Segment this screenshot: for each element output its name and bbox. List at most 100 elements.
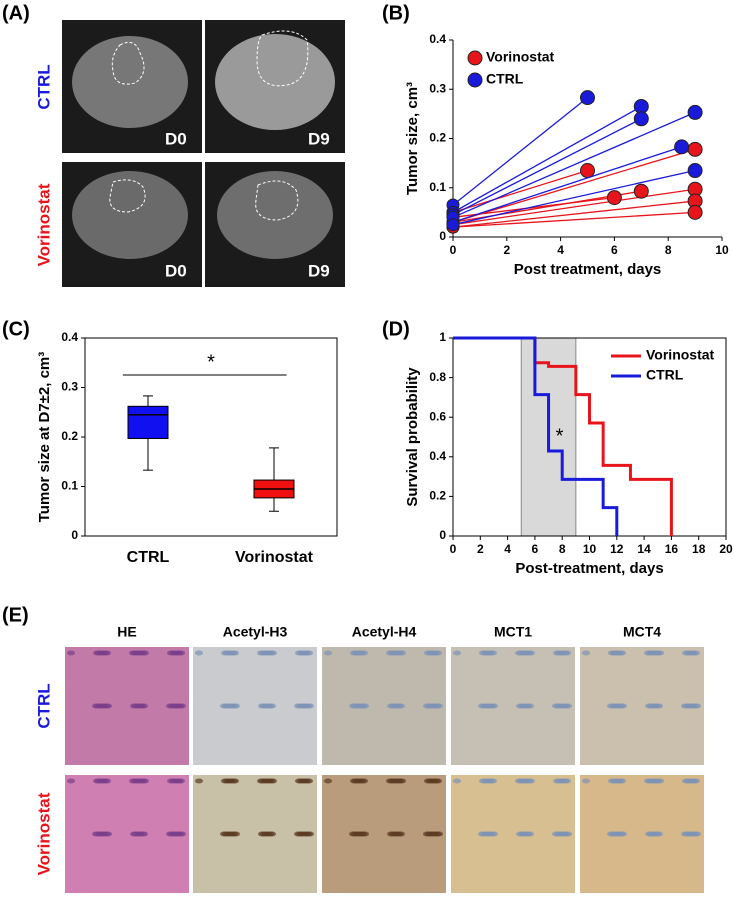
y-tick-label: 0.2 [429,131,446,145]
x-tick-label: 10 [715,243,729,257]
tumor-outline [111,41,145,85]
nucleus [386,778,394,784]
nucleus [258,831,266,837]
nucleus [607,703,615,709]
nucleus [257,778,265,784]
nucleus [479,650,487,656]
pair-line [452,118,642,216]
nucleus [645,703,653,709]
nucleus [221,650,229,656]
nucleus [582,650,590,656]
nucleus [682,650,690,656]
histology-images: CTRL Vorinostat HE Acetyl-H3 Acetyl-H4 MCT1… [34,624,704,893]
y-tick-label: 1 [439,330,446,344]
end-point [606,190,622,206]
nucleus [294,831,302,837]
nucleus [553,778,561,784]
row-label: CTRL [34,64,53,109]
x-tick-label: 18 [692,542,706,556]
nucleus [607,831,615,837]
end-point [580,163,595,179]
box [127,405,169,439]
pair-line [452,211,696,228]
timepoint: D9 [308,261,330,280]
nucleus [93,650,101,656]
nucleus [166,703,174,709]
nucleus [67,778,75,784]
y-tick-label: 0.1 [429,180,446,194]
row-label: Vorinostat [34,792,53,875]
nucleus [478,831,486,837]
end-point [687,104,703,120]
x-tick-label: CTRL [127,549,170,566]
nucleus [553,650,561,656]
y-tick-label: 0.2 [61,429,78,443]
nucleus [324,650,332,656]
nucleus [166,831,174,837]
nucleus [582,778,590,784]
plot-frame [453,40,722,237]
x-tick-label: 10 [583,542,597,556]
end-point [633,183,649,199]
row-label: Vorinostat [34,183,53,266]
nucleus [257,650,265,656]
end-point [580,90,595,106]
nucleus [324,778,332,784]
annotation: * [207,351,215,373]
x-tick-label: 8 [665,243,672,257]
nucleus [350,778,358,784]
x-tick-label: 20 [719,542,733,556]
chart: 0 0.1 0.2 0.3 0.4 Tumor size at D7±2, cm³ CTRL… [36,330,338,566]
nucleus [424,650,432,656]
nucleus [129,778,137,784]
nucleus [423,831,431,837]
nucleus [130,703,138,709]
x-tick-label: 16 [665,542,679,556]
x-axis-label: Post-treatment, days [515,560,663,577]
end-point [687,141,703,157]
y-tick-label: 0.3 [61,380,78,394]
nucleus [221,778,229,784]
nucleus [478,703,486,709]
legend-label: Vorinostat [486,49,555,65]
y-tick-label: 0.4 [61,330,78,344]
nucleus [387,831,395,837]
timepoint: D0 [165,261,187,280]
nucleus [92,831,100,837]
legend-label: Vorinostat [646,347,715,363]
nucleus [552,831,560,837]
nucleus [423,703,431,709]
chart: 0 0.1 0.2 0.3 0.4 0 2 4 6 8 10 Post treatment, days… [404,32,729,278]
nucleus [608,778,616,784]
y-axis-label: Tumor size at D7±2, cm³ [36,352,53,523]
pair-line [452,146,682,223]
x-tick-label: 4 [504,542,511,556]
panel-label: (A) [2,2,30,24]
y-tick-label: 0.2 [429,489,446,503]
tumor-outline [256,30,309,87]
legend-marker [467,72,483,88]
x-tick-label: 6 [611,243,618,257]
nucleus [167,778,175,784]
nucleus [92,703,100,709]
nucleus [295,778,303,784]
nucleus [681,831,689,837]
end-point [674,139,690,155]
brain [72,171,188,259]
nucleus [453,778,461,784]
y-axis-label: Tumor size, cm³ [404,82,421,195]
nucleus [479,778,487,784]
y-tick-label: 0.6 [429,409,446,423]
pair-line [452,105,642,213]
nucleus [67,650,75,656]
nucleus [644,778,652,784]
pair-line [452,97,588,206]
y-axis-label: Survival probability [404,367,421,507]
panel-label: (E) [2,604,29,626]
x-tick-label: 6 [532,542,539,556]
nucleus [516,831,524,837]
mri-images: D0 D9 D0 D9 CTRL Vorinostat [34,20,345,287]
nucleus [350,650,358,656]
nucleus [93,778,101,784]
nucleus [220,703,228,709]
